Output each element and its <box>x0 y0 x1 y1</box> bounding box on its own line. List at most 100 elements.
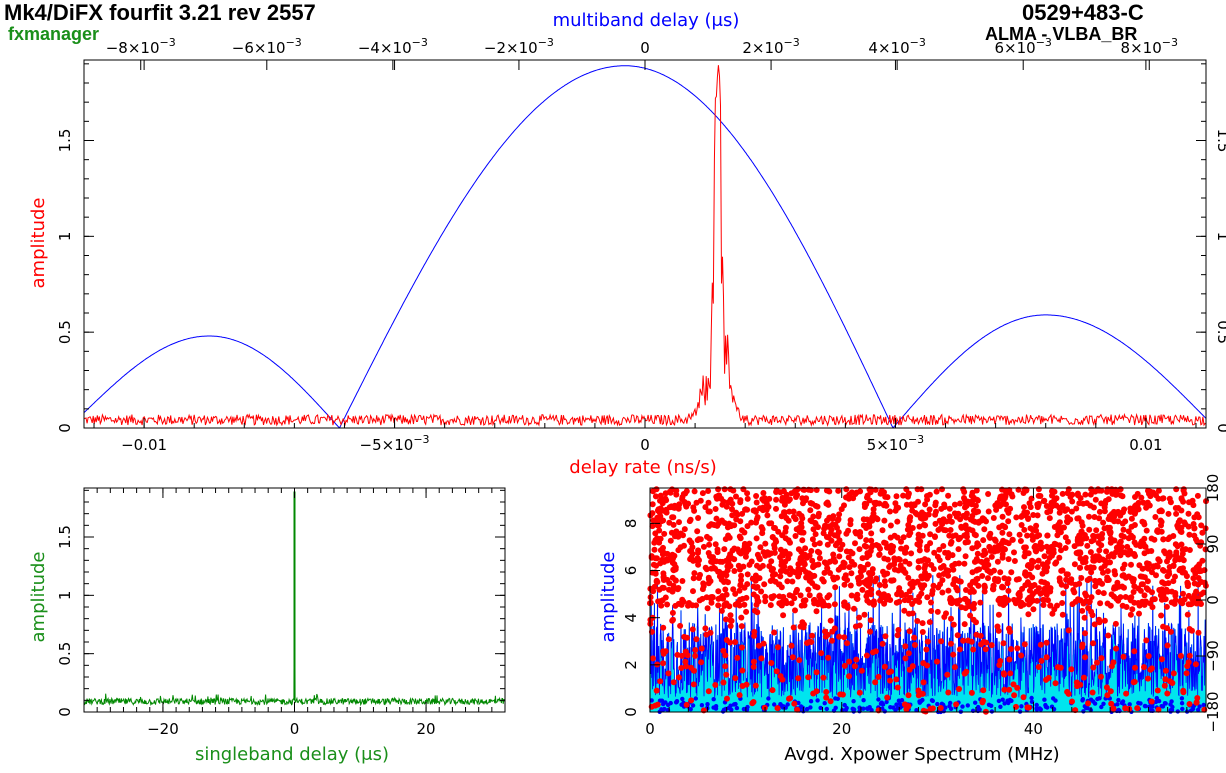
delay-rate-tick-label: 0 <box>640 436 650 454</box>
xpower-phase-point <box>1047 602 1054 609</box>
xpower-phase-point <box>844 604 851 611</box>
xpower-phase-point <box>1000 640 1007 647</box>
xpower-phase-point <box>1168 599 1175 606</box>
xpower-phase-point <box>1087 549 1094 556</box>
xpower-phase-point <box>934 608 941 615</box>
xpower-phase-point <box>826 488 833 495</box>
xpower-phase-point <box>673 528 680 535</box>
xpower-phase-point <box>894 534 901 541</box>
xpower-phase-point <box>981 584 988 591</box>
xpower-amplitude-point <box>869 708 874 713</box>
xpower-amplitude-point <box>1159 704 1164 709</box>
xpower-phase-point <box>931 549 938 556</box>
xpower-phase-point <box>1105 516 1112 522</box>
xpower-phase-point <box>1089 689 1096 696</box>
xpower-amplitude-point <box>1037 706 1042 711</box>
xpower-phase-point <box>705 688 712 695</box>
xpower-amplitude-point <box>918 698 924 704</box>
xpower-phase-point <box>751 628 758 635</box>
xpower-phase-point <box>824 541 831 548</box>
xpower-phase-point <box>1186 701 1193 707</box>
xpower-phase-point <box>1087 502 1094 509</box>
xpower-phase-point <box>999 522 1006 529</box>
xpower-phase-point <box>1083 535 1090 542</box>
xpower-phase-point <box>1044 532 1051 539</box>
xpower-phase-point <box>661 530 668 537</box>
xpower-phase-point <box>661 558 668 565</box>
xpower-phase-point <box>1053 559 1060 566</box>
xpower-phase-point <box>1183 670 1190 677</box>
xpower-amplitude-point <box>1034 702 1039 708</box>
xpower-phase-point <box>830 551 837 558</box>
xpower-phase-point <box>1142 543 1149 550</box>
xpower-amplitude-point <box>1138 701 1143 706</box>
xpower-phase-point <box>754 514 761 521</box>
xpower-phase-point <box>1033 533 1040 540</box>
xpower-phase-point <box>1005 597 1012 604</box>
xpower-phase-point <box>652 702 659 709</box>
xpower-phase-point <box>689 626 696 633</box>
xpower-phase-point <box>1022 544 1029 551</box>
xpower-phase-point <box>1137 587 1144 594</box>
main-y2-tick-label: 0.5 <box>1214 320 1226 344</box>
xpower-phase-point <box>703 566 710 573</box>
main-y2-tick-label: 1.5 <box>1214 129 1226 153</box>
xpower-phase-point <box>865 582 872 589</box>
xpower-phase-point <box>1040 602 1047 608</box>
xpower-phase-point <box>777 573 784 580</box>
xpower-phase-point <box>727 623 734 629</box>
xpower-phase-point <box>737 518 744 525</box>
xpower-phase-point <box>1014 645 1021 652</box>
xpower-phase-point <box>773 668 780 675</box>
xpower-amplitude-point <box>948 706 954 711</box>
xpower-phase-point <box>965 539 971 545</box>
xpower-phase-point <box>947 540 954 547</box>
xpower-phase-point <box>872 578 878 585</box>
xpower-phase-point <box>1163 586 1170 593</box>
xpower-phase-point <box>952 532 959 539</box>
xpower-amplitude-point <box>1029 695 1034 701</box>
xpower-phase-point <box>969 578 976 585</box>
xpower-phase-point <box>946 518 953 524</box>
xpower-phase-point <box>825 654 832 661</box>
multiband-tick-label: 0 <box>640 39 650 57</box>
xpower-phase-point <box>1024 532 1031 539</box>
multiband-delay-curve <box>83 65 1207 429</box>
xpower-phase-point <box>1098 500 1105 507</box>
xpower-phase-point <box>675 600 682 607</box>
xpower-phase-point <box>754 609 761 616</box>
xpower-phase-point <box>778 558 785 565</box>
xpower-phase-point <box>1060 590 1067 597</box>
xpower-phase-point <box>970 605 977 612</box>
xpower-phase-point <box>1106 526 1113 532</box>
xpower-phase-point <box>670 679 677 686</box>
xpower-phase-point <box>975 519 982 526</box>
xpower-phase-point <box>1163 603 1170 610</box>
xpower-phase-point <box>999 554 1006 561</box>
xpower-phase-point <box>809 632 816 639</box>
xpower-phase-point <box>713 558 720 565</box>
xpower-phase-point <box>714 522 721 529</box>
xpower-phase-point <box>733 509 739 516</box>
xpower-phase-point <box>851 663 858 670</box>
xpower-phase-point <box>1090 664 1097 671</box>
xpower-phase-point <box>672 577 679 584</box>
xpower-phase-point <box>738 623 745 630</box>
xpower-phase-point <box>1145 565 1152 572</box>
xpower-phase-point <box>1191 591 1198 598</box>
xpower-phase-point <box>797 623 804 630</box>
xpower-phase-point <box>853 656 860 663</box>
xpower-phase-point <box>683 488 690 495</box>
xpower-phase-point <box>691 570 698 577</box>
xpower-phase-point <box>674 651 681 658</box>
xpower-amplitude-point <box>711 697 716 702</box>
xpower-phase-point <box>988 553 995 560</box>
xpower-phase-point <box>1170 533 1177 539</box>
xpower-phase-point <box>1029 557 1035 564</box>
xpower-phase-point <box>647 594 654 601</box>
xpower-phase-point <box>1086 526 1093 533</box>
xpower-phase-point <box>992 537 999 544</box>
xpower-phase-point <box>1140 519 1147 526</box>
xpower-phase-point <box>856 689 863 696</box>
xpower-amplitude-point <box>1156 698 1162 704</box>
